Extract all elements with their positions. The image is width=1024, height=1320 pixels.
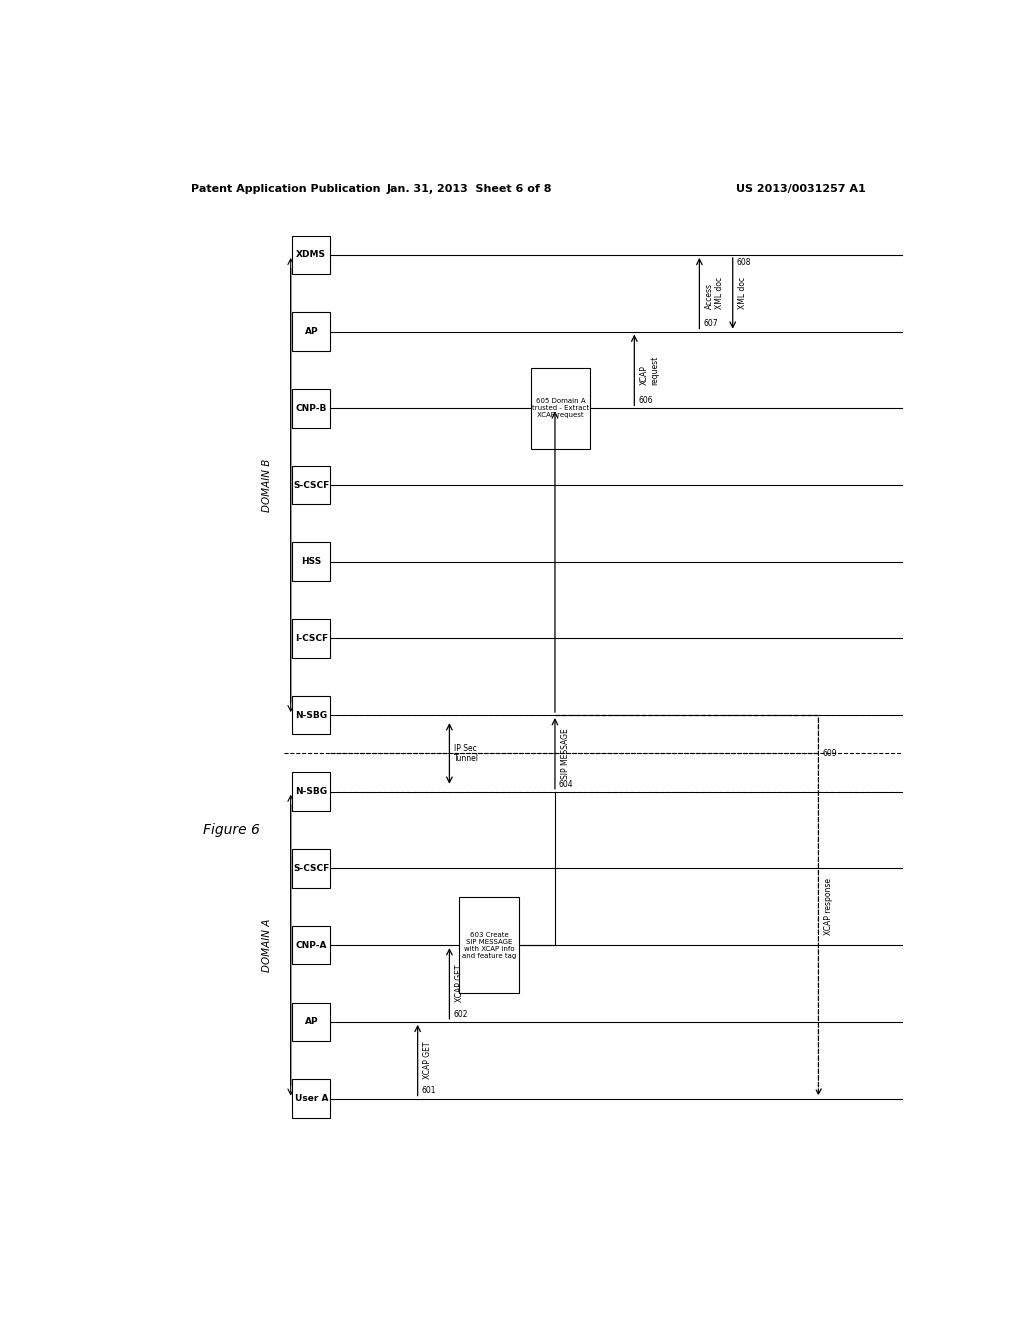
Text: IP Sec: IP Sec: [455, 744, 477, 752]
FancyBboxPatch shape: [292, 543, 331, 581]
Text: US 2013/0031257 A1: US 2013/0031257 A1: [736, 183, 866, 194]
Text: N-SBG: N-SBG: [295, 787, 328, 796]
Text: CNP-A: CNP-A: [296, 941, 327, 949]
Text: DOMAIN B: DOMAIN B: [262, 458, 272, 512]
Text: I-CSCF: I-CSCF: [295, 634, 328, 643]
FancyBboxPatch shape: [530, 368, 590, 449]
Text: SIP MESSAGE: SIP MESSAGE: [560, 729, 569, 779]
Text: Patent Application Publication: Patent Application Publication: [191, 183, 381, 194]
Text: 606: 606: [638, 396, 653, 405]
Text: XCAP GET: XCAP GET: [423, 1041, 432, 1078]
Text: HSS: HSS: [301, 557, 322, 566]
Text: 609: 609: [822, 748, 837, 758]
FancyBboxPatch shape: [292, 236, 331, 275]
Text: S-CSCF: S-CSCF: [293, 480, 330, 490]
FancyBboxPatch shape: [460, 896, 519, 994]
Text: AP: AP: [304, 327, 318, 337]
Text: XCAP response: XCAP response: [824, 878, 833, 936]
FancyBboxPatch shape: [292, 1003, 331, 1041]
Text: XDMS: XDMS: [296, 251, 327, 260]
FancyBboxPatch shape: [292, 313, 331, 351]
Text: 608: 608: [736, 259, 752, 267]
Text: AP: AP: [304, 1018, 318, 1027]
Text: CNP-B: CNP-B: [296, 404, 327, 413]
Text: 607: 607: [703, 319, 718, 329]
Text: 601: 601: [422, 1086, 436, 1096]
FancyBboxPatch shape: [292, 696, 331, 734]
Text: N-SBG: N-SBG: [295, 710, 328, 719]
FancyBboxPatch shape: [292, 1080, 331, 1118]
FancyBboxPatch shape: [292, 849, 331, 888]
Text: S-CSCF: S-CSCF: [293, 865, 330, 873]
FancyBboxPatch shape: [292, 772, 331, 810]
Text: XML doc: XML doc: [738, 277, 748, 309]
FancyBboxPatch shape: [292, 466, 331, 504]
FancyBboxPatch shape: [292, 925, 331, 965]
Text: Figure 6: Figure 6: [203, 824, 260, 837]
Text: XCAP GET: XCAP GET: [455, 965, 464, 1002]
Text: Access
XML doc: Access XML doc: [705, 277, 724, 309]
Text: 603 Create
SIP MESSAGE
with XCAP info
and feature tag: 603 Create SIP MESSAGE with XCAP info an…: [462, 932, 516, 958]
Text: Tunnel: Tunnel: [455, 754, 479, 763]
Text: 604: 604: [559, 780, 573, 788]
FancyBboxPatch shape: [292, 619, 331, 657]
Text: DOMAIN A: DOMAIN A: [262, 919, 272, 972]
FancyBboxPatch shape: [292, 389, 331, 428]
Text: 605 Domain A
trusted - Extract
XCAP request: 605 Domain A trusted - Extract XCAP requ…: [531, 399, 589, 418]
Text: 602: 602: [454, 1010, 468, 1019]
Text: XCAP
request: XCAP request: [640, 355, 659, 384]
Text: User A: User A: [295, 1094, 328, 1104]
Text: Jan. 31, 2013  Sheet 6 of 8: Jan. 31, 2013 Sheet 6 of 8: [386, 183, 552, 194]
